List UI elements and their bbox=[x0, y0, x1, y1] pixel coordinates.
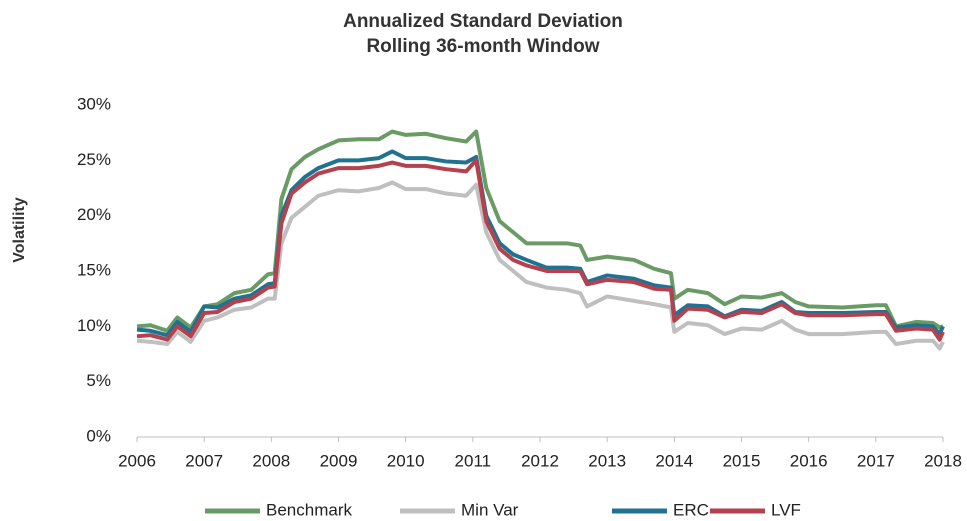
x-tick-label: 2018 bbox=[924, 451, 962, 470]
x-tick-label: 2008 bbox=[252, 451, 290, 470]
y-tick-label: 5% bbox=[86, 371, 111, 390]
y-tick-label: 20% bbox=[77, 205, 111, 224]
x-tick-label: 2009 bbox=[320, 451, 358, 470]
legend-label: Benchmark bbox=[266, 500, 352, 519]
x-tick-label: 2006 bbox=[118, 451, 156, 470]
y-axis-label: Volatility bbox=[11, 197, 28, 263]
y-tick-label: 10% bbox=[77, 316, 111, 335]
legend-label: LVF bbox=[771, 500, 801, 519]
x-tick-label: 2013 bbox=[588, 451, 626, 470]
x-tick-label: 2012 bbox=[521, 451, 559, 470]
x-tick-label: 2007 bbox=[185, 451, 223, 470]
series-line bbox=[136, 180, 945, 351]
x-tick-label: 2015 bbox=[723, 451, 761, 470]
chart-subtitle: Rolling 36-month Window bbox=[366, 36, 599, 57]
series-line bbox=[136, 129, 944, 333]
x-tick-label: 2014 bbox=[655, 451, 693, 470]
y-tick-label: 0% bbox=[86, 426, 111, 445]
series-line bbox=[136, 158, 945, 342]
legend-label: ERC bbox=[673, 500, 709, 519]
y-tick-label: 30% bbox=[77, 94, 111, 113]
y-tick-label: 15% bbox=[77, 260, 111, 279]
x-tick-label: 2016 bbox=[790, 451, 828, 470]
legend-label: Min Var bbox=[461, 500, 519, 519]
chart-title: Annualized Standard Deviation bbox=[343, 11, 623, 32]
x-tick-label: 2017 bbox=[857, 451, 895, 470]
y-tick-label: 25% bbox=[77, 150, 111, 169]
x-tick-label: 2010 bbox=[387, 451, 425, 470]
x-tick-label: 2011 bbox=[455, 451, 492, 470]
